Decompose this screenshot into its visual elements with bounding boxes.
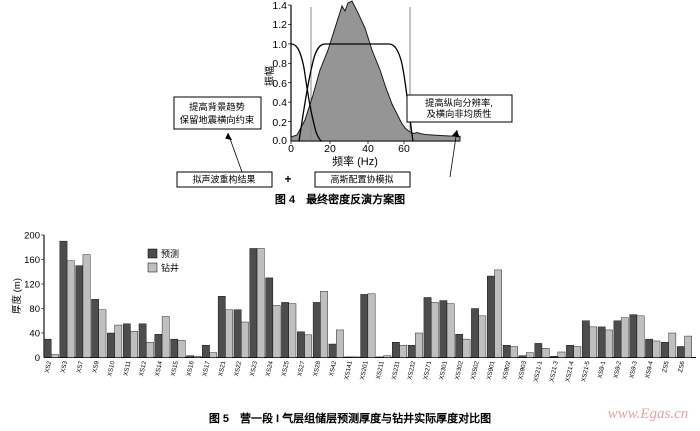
svg-text:及横向非均质性: 及横向非均质性 — [426, 108, 491, 119]
svg-text:60: 60 — [398, 143, 410, 155]
svg-text:0.2: 0.2 — [272, 117, 287, 129]
svg-text:20: 20 — [324, 143, 336, 155]
svg-text:拟声波重构结果: 拟声波重构结果 — [192, 174, 255, 185]
svg-text:1.4: 1.4 — [272, 0, 287, 12]
svg-text:0.0: 0.0 — [272, 135, 287, 147]
svg-text:120: 120 — [24, 280, 40, 291]
svg-text:预测: 预测 — [161, 249, 179, 259]
svg-text:图 4 最终密度反演方案图: 图 4 最终密度反演方案图 — [275, 192, 405, 206]
svg-text:振幅: 振幅 — [263, 66, 276, 86]
svg-text:0: 0 — [288, 143, 294, 155]
svg-text:40: 40 — [362, 143, 374, 155]
svg-text:0.4: 0.4 — [272, 97, 287, 109]
svg-text:1.0: 1.0 — [272, 39, 287, 51]
svg-text:160: 160 — [24, 255, 40, 266]
svg-text:40: 40 — [29, 329, 40, 340]
svg-text:80: 80 — [29, 304, 40, 315]
svg-text:频率 (Hz): 频率 (Hz) — [332, 154, 378, 168]
svg-text:+: + — [284, 172, 291, 186]
svg-text:厚度 (m): 厚度 (m) — [11, 278, 23, 314]
svg-text:0: 0 — [35, 353, 40, 364]
svg-text:保留地震横向约束: 保留地震横向约束 — [180, 114, 254, 125]
svg-text:200: 200 — [24, 231, 40, 242]
svg-text:1.2: 1.2 — [272, 19, 287, 31]
svg-text:www.Egas.cn: www.Egas.cn — [608, 406, 689, 422]
svg-text:高斯配置协模拟: 高斯配置协模拟 — [330, 174, 393, 185]
svg-text:提高纵向分辨率,: 提高纵向分辨率, — [425, 97, 493, 108]
svg-text:图 5 营一段 I 气层组储层预测厚度与钻井实际厚度对比图: 图 5 营一段 I 气层组储层预测厚度与钻井实际厚度对比图 — [209, 411, 491, 425]
svg-text:钻井: 钻井 — [161, 262, 179, 273]
svg-text:提高背景趋势: 提高背景趋势 — [189, 101, 245, 112]
